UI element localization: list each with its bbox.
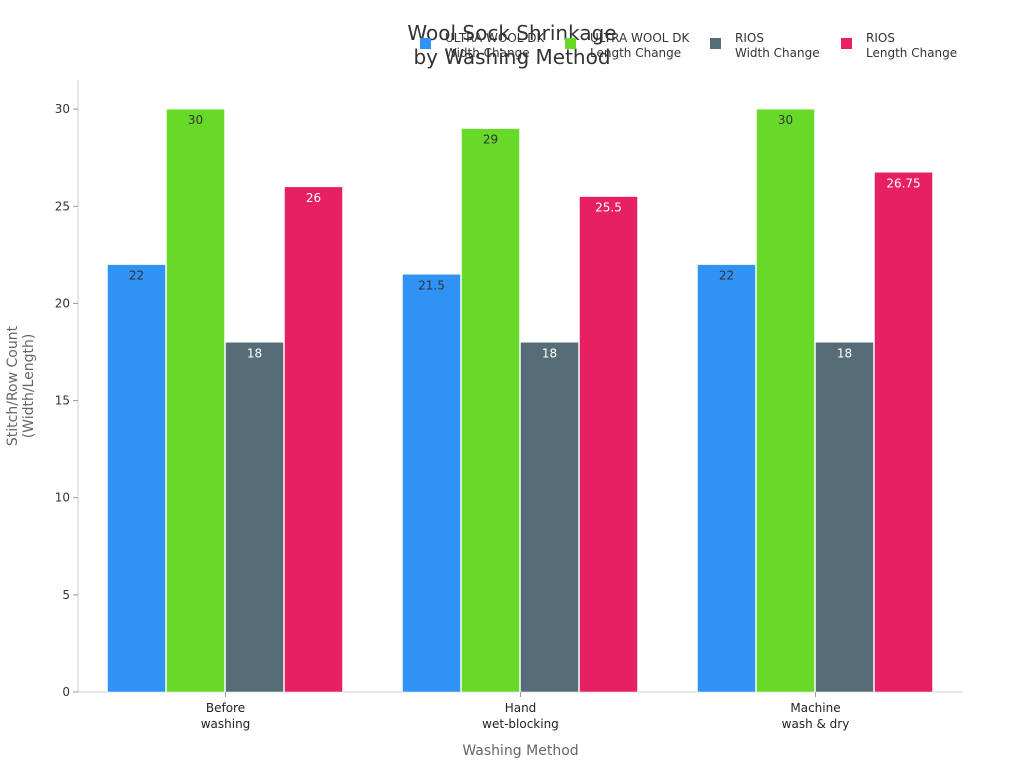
legend-label: RIOS Length Change bbox=[866, 31, 957, 60]
bar-value-label: 26 bbox=[306, 191, 321, 205]
legend-swatch bbox=[565, 38, 576, 49]
bar bbox=[461, 128, 520, 693]
tick-labels: 0 5 10 15 20 25 30 Before washing Hand wet-blockin… bbox=[55, 102, 850, 731]
bar-value-label: 22 bbox=[129, 269, 144, 283]
bar bbox=[402, 274, 461, 693]
bar bbox=[520, 342, 579, 693]
y-axis-title: Stitch/Row Count(Width/Length) bbox=[5, 325, 37, 446]
bar bbox=[579, 196, 638, 693]
legend-label: ULTRA WOOL DK Width Change bbox=[445, 31, 546, 60]
legend-swatch bbox=[420, 38, 431, 49]
bar bbox=[107, 264, 166, 693]
legend-label: ULTRA WOOL DK Length Change bbox=[590, 31, 691, 60]
y-tick-label: 20 bbox=[55, 296, 70, 310]
bars bbox=[107, 108, 933, 693]
y-tick-label: 30 bbox=[55, 102, 70, 116]
bar bbox=[756, 108, 815, 693]
bar-value-label: 21.5 bbox=[418, 278, 445, 292]
legend-swatch bbox=[841, 38, 852, 49]
bar bbox=[284, 186, 343, 693]
bar-value-label: 18 bbox=[542, 346, 557, 360]
bar bbox=[166, 108, 225, 693]
bar-value-label: 18 bbox=[837, 346, 852, 360]
bar-value-label: 18 bbox=[247, 346, 262, 360]
legend-swatch bbox=[710, 38, 721, 49]
y-tick-label: 5 bbox=[62, 588, 70, 602]
y-tick-label: 15 bbox=[55, 394, 70, 408]
bar bbox=[697, 264, 756, 693]
bar bbox=[815, 342, 874, 693]
bar-value-label: 30 bbox=[188, 113, 203, 127]
bar-value-label: 25.5 bbox=[595, 201, 622, 215]
y-tick-label: 0 bbox=[62, 685, 70, 699]
bar-value-label: 30 bbox=[778, 113, 793, 127]
x-tick-label: Machine wash & dry bbox=[782, 701, 850, 731]
data-labels: 22 30 18 26 21.5 29 18 25.5 22 30 18 26.75 bbox=[129, 113, 921, 360]
legend: ULTRA WOOL DK Width Change ULTRA WOOL DK Le… bbox=[420, 31, 957, 60]
x-tick-label: Hand wet-blocking bbox=[482, 701, 559, 731]
bar-value-label: 26.75 bbox=[886, 176, 920, 190]
y-tick-label: 25 bbox=[55, 199, 70, 213]
bar-value-label: 22 bbox=[719, 269, 734, 283]
bar bbox=[874, 172, 933, 693]
bar-value-label: 29 bbox=[483, 133, 498, 147]
y-tick-label: 10 bbox=[55, 491, 70, 505]
x-axis-title: Washing Method bbox=[462, 743, 578, 759]
titles: Washing Method Stitch/Row Count(Width/Len… bbox=[5, 21, 617, 759]
x-tick-label: Before washing bbox=[201, 701, 251, 731]
chart-title: Wool Sock Shrinkage by Washing Method bbox=[407, 21, 616, 69]
legend-label: RIOS Width Change bbox=[735, 31, 820, 60]
bar bbox=[225, 342, 284, 693]
